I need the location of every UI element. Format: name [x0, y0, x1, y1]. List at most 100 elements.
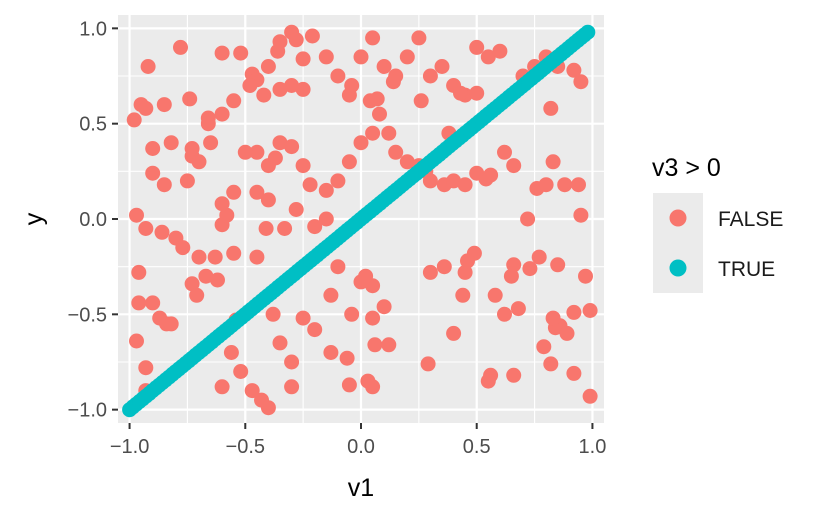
point-false	[267, 150, 283, 166]
point-false	[487, 287, 503, 303]
point-false	[249, 249, 265, 265]
point-false	[191, 154, 207, 170]
point-false	[145, 141, 161, 156]
point-false	[480, 49, 496, 65]
point-false	[173, 39, 188, 55]
point-false	[520, 211, 536, 227]
point-false	[233, 45, 249, 61]
point-false	[365, 125, 381, 141]
point-false	[372, 106, 387, 122]
point-false	[339, 350, 355, 366]
point-false	[358, 268, 374, 284]
point-false	[483, 167, 499, 183]
legend-key-false	[669, 209, 687, 227]
point-false	[284, 139, 300, 155]
point-false	[179, 173, 195, 189]
point-false	[545, 310, 561, 326]
point-false	[469, 39, 485, 55]
point-false	[233, 364, 249, 379]
point-false	[214, 45, 230, 61]
point-false	[138, 100, 154, 116]
point-false	[226, 184, 242, 200]
point-false	[566, 365, 582, 381]
point-false	[422, 173, 438, 189]
point-false	[295, 158, 311, 174]
legend-key-true	[669, 259, 687, 277]
point-false	[138, 360, 154, 376]
point-false	[434, 59, 450, 74]
point-false	[323, 287, 339, 303]
y-tick-label: 0.0	[79, 209, 107, 231]
point-false	[376, 299, 392, 315]
x-tick-label: −1.0	[110, 436, 149, 458]
point-false	[295, 81, 311, 97]
point-false	[550, 257, 566, 273]
point-false	[318, 49, 334, 65]
x-tick-label: 1.0	[579, 436, 607, 458]
point-false	[210, 272, 225, 288]
point-false	[244, 383, 260, 399]
x-tick-label: −0.5	[226, 436, 265, 458]
x-axis: −1.0 −0.5 0.0 0.5 1.0	[110, 423, 607, 458]
legend-label-false: FALSE	[718, 208, 783, 231]
legend-title: v3 > 0	[652, 154, 721, 182]
point-false	[260, 400, 276, 416]
point-false	[154, 224, 170, 240]
point-false	[341, 154, 357, 170]
point-false	[446, 325, 462, 341]
point-false	[307, 219, 323, 235]
point-false	[531, 249, 547, 265]
point-false	[330, 259, 346, 275]
point-false	[214, 106, 230, 122]
point-false	[559, 325, 575, 341]
point-false	[295, 51, 311, 67]
point-false	[284, 78, 300, 93]
point-false	[566, 304, 582, 320]
point-false	[573, 74, 589, 90]
point-false	[156, 177, 172, 193]
y-tick-label: −1.0	[68, 400, 107, 422]
point-false	[497, 144, 512, 160]
point-false	[214, 196, 230, 212]
point-false	[510, 301, 526, 317]
point-false	[145, 295, 161, 311]
point-false	[566, 62, 582, 78]
point-false	[413, 93, 429, 109]
point-false	[543, 356, 559, 372]
point-false	[399, 154, 415, 170]
point-false	[420, 356, 436, 372]
point-false	[223, 345, 239, 360]
point-false	[341, 377, 357, 393]
legend-label-true: TRUE	[718, 258, 775, 281]
point-false	[469, 85, 485, 101]
point-false	[304, 28, 320, 44]
point-false	[492, 43, 508, 59]
point-false	[388, 144, 404, 160]
data-points	[122, 24, 598, 418]
point-false	[578, 268, 593, 284]
point-false	[200, 116, 216, 132]
point-false	[131, 295, 147, 311]
point-false	[184, 276, 200, 292]
point-false	[571, 177, 586, 193]
point-false	[318, 182, 334, 198]
y-tick-label: 1.0	[79, 18, 107, 40]
point-true	[580, 24, 596, 40]
x-tick-label: 0.0	[347, 436, 375, 458]
point-false	[203, 135, 219, 151]
point-false	[460, 253, 475, 269]
point-false	[503, 268, 519, 284]
point-false	[260, 59, 276, 74]
point-false	[249, 184, 265, 200]
point-false	[453, 85, 468, 101]
point-false	[446, 173, 462, 189]
point-false	[138, 221, 154, 236]
point-false	[219, 207, 235, 223]
point-false	[369, 91, 385, 107]
point-false	[538, 177, 554, 193]
point-false	[182, 91, 198, 107]
point-false	[422, 68, 438, 84]
point-false	[381, 125, 397, 141]
point-false	[323, 345, 339, 360]
